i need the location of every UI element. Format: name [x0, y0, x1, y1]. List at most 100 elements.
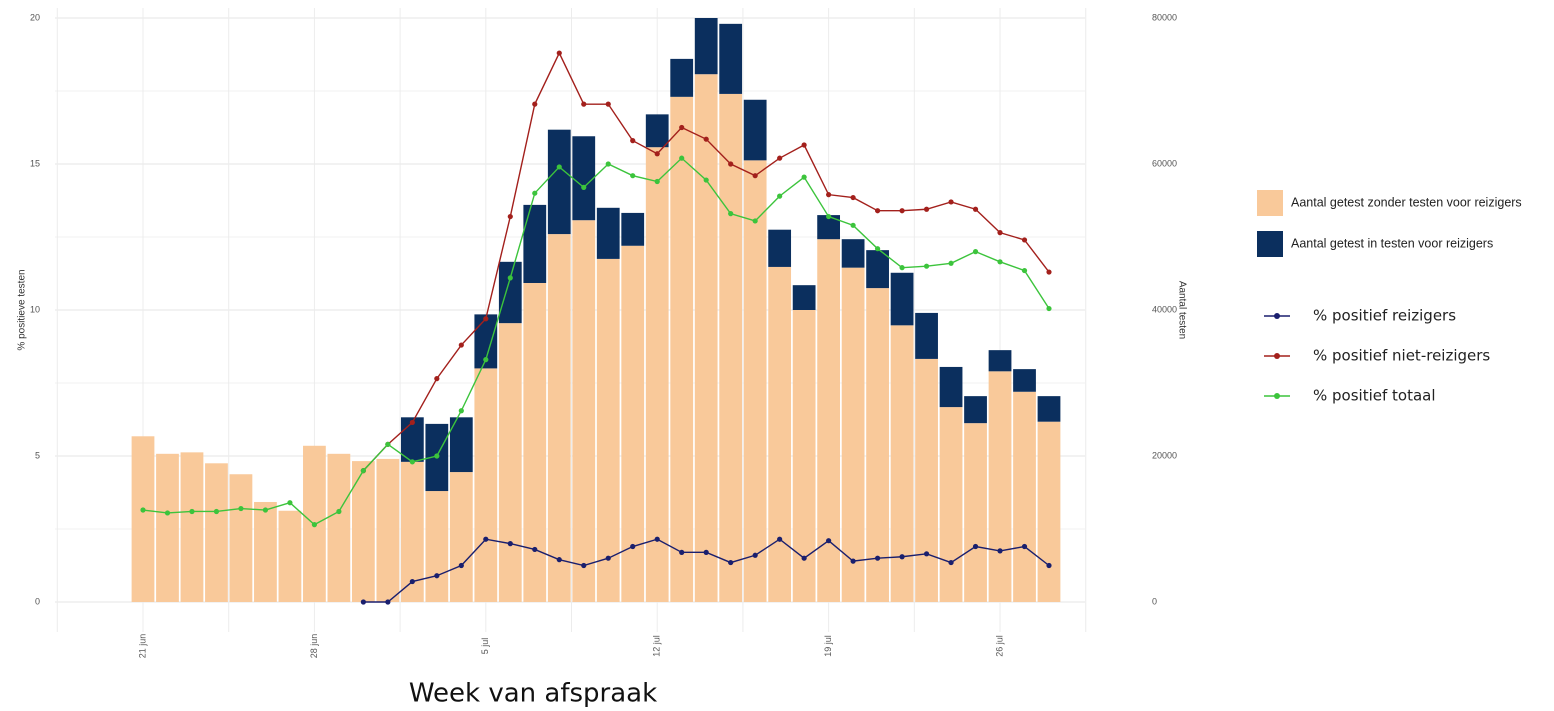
line-point — [801, 142, 807, 148]
bar — [768, 266, 792, 602]
bar — [400, 461, 424, 602]
x-tick-label: 21 jun — [137, 634, 147, 659]
line-point — [801, 174, 807, 180]
line-point — [1046, 305, 1052, 312]
line-point — [213, 508, 220, 515]
x-tick-label: 5 jul — [480, 638, 490, 655]
line-point — [948, 260, 954, 266]
bar — [572, 220, 596, 602]
x-axis-title: Week van afspraak — [409, 679, 657, 709]
y-tick-label: 10 — [30, 304, 40, 314]
bar — [547, 129, 571, 235]
line-point — [385, 599, 391, 605]
line-point — [777, 155, 783, 161]
line-point — [581, 184, 587, 190]
line-point — [532, 546, 538, 553]
bar — [278, 510, 302, 602]
line-point — [164, 510, 171, 516]
line-point — [189, 508, 195, 515]
bar — [964, 423, 987, 602]
line-point — [483, 536, 489, 542]
line-point — [703, 136, 709, 142]
bar — [254, 501, 277, 602]
line-point — [458, 562, 464, 569]
bar — [792, 310, 816, 602]
bar — [449, 417, 473, 473]
bar — [572, 136, 596, 221]
bar — [841, 267, 865, 602]
bar — [768, 229, 792, 267]
line-point — [630, 173, 636, 179]
bar — [915, 358, 938, 602]
line-point — [556, 50, 562, 56]
line-point — [605, 101, 611, 107]
legend-label: Aantal getest zonder testen voor reizige… — [1291, 195, 1522, 209]
line-point — [262, 507, 269, 513]
line-point — [899, 208, 905, 214]
line-point — [654, 178, 660, 185]
line-point — [532, 101, 538, 107]
y2-tick-label: 80000 — [1152, 12, 1177, 22]
line-point — [385, 441, 391, 447]
line-point — [483, 357, 489, 363]
legend-label: Aantal getest in testen voor reizigers — [1291, 236, 1493, 250]
bar — [376, 458, 400, 602]
line-point — [1046, 562, 1052, 569]
bar — [939, 407, 963, 602]
line-point — [777, 536, 783, 542]
x-tick-label: 19 jul — [823, 635, 833, 657]
bar — [719, 93, 743, 603]
line-point — [997, 259, 1003, 265]
line-point — [360, 599, 366, 605]
line-point — [826, 213, 832, 220]
bar — [425, 491, 449, 602]
bar — [498, 323, 522, 602]
bar — [719, 23, 743, 94]
line-point — [997, 230, 1003, 236]
line-point — [556, 557, 562, 563]
line-point — [752, 218, 758, 224]
line-point — [948, 199, 954, 205]
bar — [915, 312, 938, 359]
line-point — [140, 507, 146, 513]
bar — [645, 147, 669, 602]
bar — [523, 204, 547, 283]
bar — [866, 250, 889, 289]
legend-point — [1274, 313, 1280, 319]
line-point — [556, 164, 562, 170]
bar — [817, 239, 841, 602]
line-point — [752, 173, 758, 179]
line-point — [679, 155, 685, 161]
bar — [205, 463, 228, 602]
y-tick-label: 0 — [35, 596, 40, 606]
line-point — [703, 549, 709, 555]
x-tick-label: 12 jul — [652, 635, 662, 657]
y-tick-label: 20 — [30, 12, 40, 22]
line-point — [972, 249, 979, 255]
bar — [596, 207, 620, 259]
line-point — [728, 559, 734, 566]
bar — [890, 325, 914, 602]
bar — [327, 453, 351, 602]
legend-point — [1274, 393, 1280, 399]
y2-tick-label: 20000 — [1152, 450, 1177, 460]
y-tick-label: 15 — [30, 158, 40, 168]
y-axis-title: % positieve testen — [17, 269, 28, 350]
line-point — [409, 578, 415, 585]
line-point — [507, 541, 513, 547]
bar — [841, 239, 865, 268]
line-point — [458, 408, 464, 414]
y2-axis-title: Aantal testen — [1176, 281, 1187, 339]
line-point — [336, 508, 342, 515]
line-point — [874, 246, 881, 252]
line-point — [458, 342, 464, 348]
line-point — [581, 562, 587, 569]
legend-swatch — [1257, 231, 1283, 257]
bar — [817, 215, 841, 240]
x-tick-label: 26 jul — [994, 635, 1004, 657]
bar — [498, 261, 522, 324]
legend-swatch — [1257, 190, 1283, 216]
y2-tick-label: 40000 — [1152, 304, 1177, 314]
